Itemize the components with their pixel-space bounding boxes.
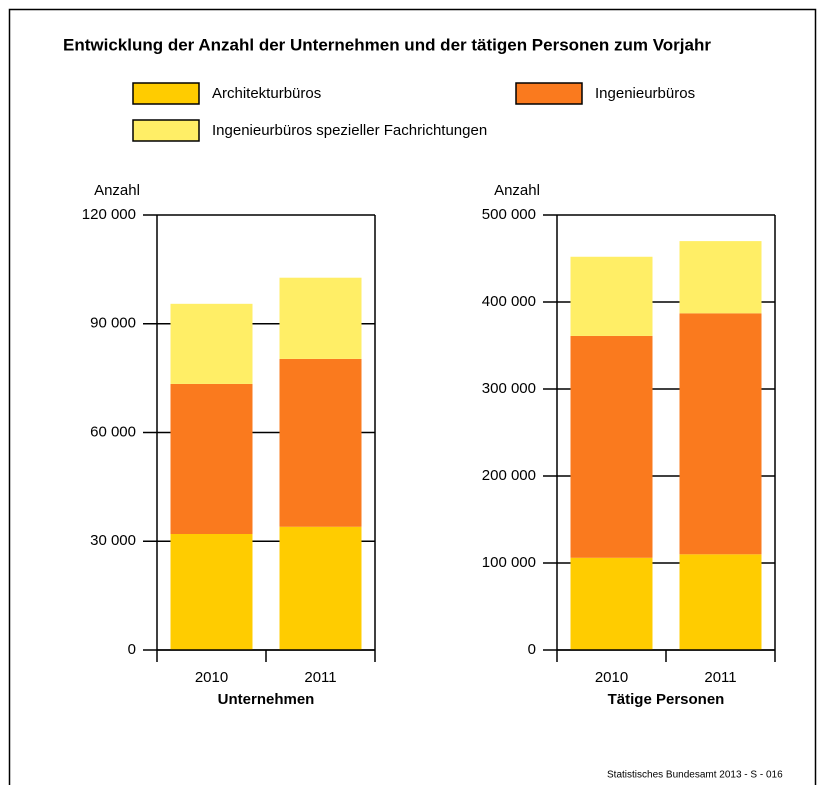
legend-swatch [132, 82, 200, 105]
x-tick-label: 2011 [704, 669, 736, 686]
legend-label: Ingenieurbüros [595, 85, 695, 102]
y-tick-label: 300 000 [482, 380, 536, 397]
bar-segment: Architekturbüros [679, 554, 762, 650]
x-axis-label: Unternehmen [218, 691, 315, 708]
bar-segment: Ingenieurbüros [679, 313, 762, 555]
y-tick-label: 120 000 [82, 206, 136, 223]
y-tick-label: 30 000 [90, 532, 136, 549]
bar-segment: Ingenieurbüros spezieller Fachrichtungen [279, 277, 362, 359]
y-tick-label: 90 000 [90, 315, 136, 332]
bar-segment: Ingenieurbüros spezieller Fachrichtungen [570, 256, 653, 336]
y-axis-label: Anzahl [494, 182, 540, 199]
bar-segment: Architekturbüros [170, 534, 253, 650]
bar-segment: Architekturbüros [570, 557, 653, 650]
y-tick-label: 500 000 [482, 206, 536, 223]
x-axis-label: Tätige Personen [608, 691, 725, 708]
y-tick-label: 0 [528, 641, 536, 658]
bar-segment: Ingenieurbüros spezieller Fachrichtungen [679, 241, 762, 314]
x-tick-label: 2010 [195, 669, 228, 686]
bar-segment: Architekturbüros [279, 526, 362, 650]
bar-segment: Ingenieurbüros [570, 335, 653, 558]
legend-label: Architekturbüros [212, 85, 321, 102]
chart-title: Entwicklung der Anzahl der Unternehmen u… [63, 35, 711, 54]
y-tick-label: 400 000 [482, 293, 536, 310]
x-tick-label: 2010 [595, 669, 628, 686]
legend-label: Ingenieurbüros spezieller Fachrichtungen [212, 122, 487, 139]
y-tick-label: 60 000 [90, 423, 136, 440]
source-note: Statistisches Bundesamt 2013 - S - 016 [607, 770, 783, 781]
legend-swatch [515, 82, 583, 105]
bar-segment: Ingenieurbüros [170, 383, 253, 534]
y-tick-label: 200 000 [482, 467, 536, 484]
bar-segment: Ingenieurbüros [279, 358, 362, 527]
frame [8, 8, 817, 785]
bar-segment: Ingenieurbüros spezieller Fachrichtungen [170, 303, 253, 384]
legend-swatch [132, 119, 200, 142]
y-axis-label: Anzahl [94, 182, 140, 199]
y-tick-label: 100 000 [482, 554, 536, 571]
y-tick-label: 0 [128, 641, 136, 658]
x-tick-label: 2011 [304, 669, 336, 686]
